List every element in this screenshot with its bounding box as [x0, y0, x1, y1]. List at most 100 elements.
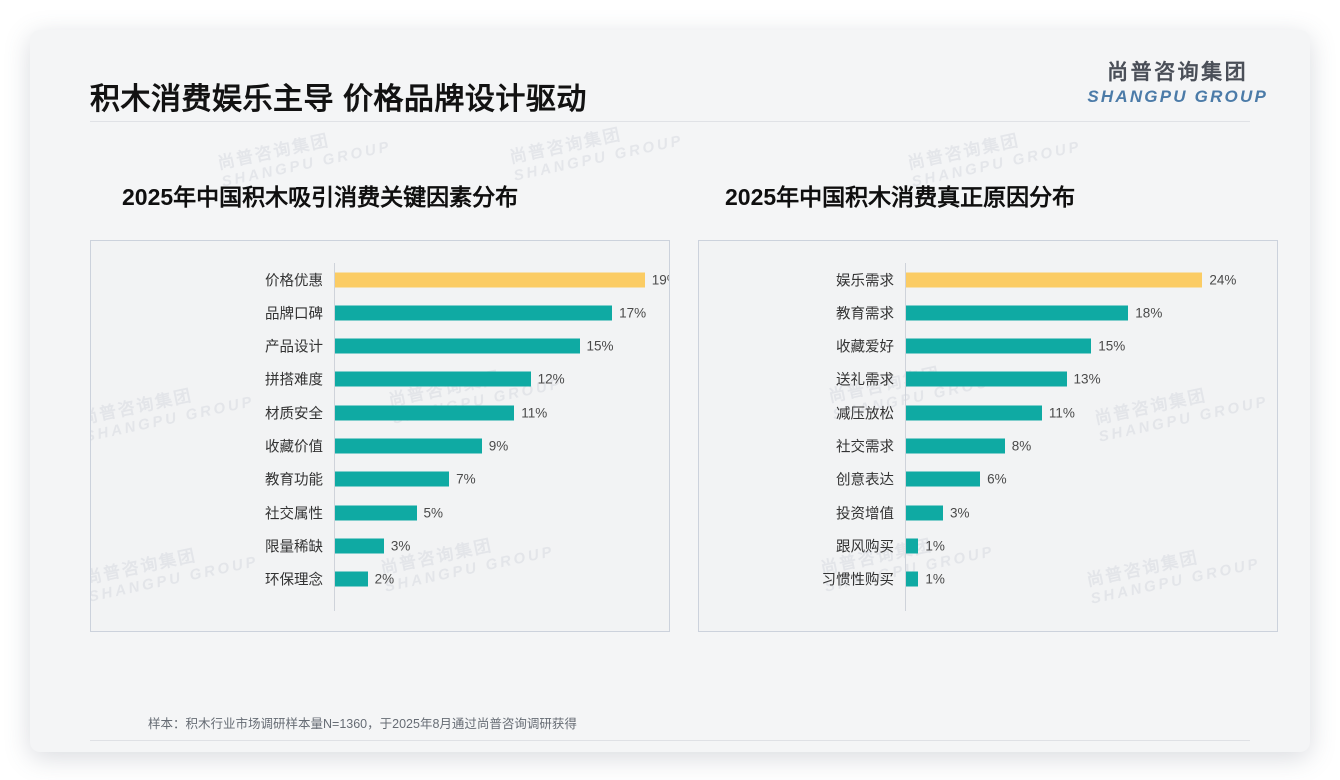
bar-value-label: 8% — [1011, 438, 1032, 454]
footer-divider — [90, 740, 1250, 741]
chart-panel-left: 尚普咨询集团 SHANGPU GROUP 尚普咨询集团 SHANGPU GROU… — [90, 122, 685, 682]
bar — [906, 438, 1005, 454]
bar-category-label: 创意表达 — [836, 472, 894, 489]
bar-category-label: 限量稀缺 — [265, 539, 323, 556]
bar-value-label: 24% — [1209, 272, 1237, 287]
bar — [906, 571, 919, 587]
chart-panel-right: 尚普咨询集团 SHANGPU GROUP 2025年中国积木消费真正原因分布 尚… — [698, 122, 1278, 682]
bar-value-label: 7% — [456, 471, 476, 487]
bar — [335, 338, 580, 354]
bar-value-label: 19% — [651, 272, 669, 287]
bar — [335, 305, 613, 321]
bar-value-label: 5% — [423, 505, 444, 521]
bar-category-label: 收藏爱好 — [836, 339, 894, 356]
bar-value-label: 1% — [925, 571, 945, 587]
bar-value-label: 3% — [950, 505, 970, 521]
bar-category-label: 品牌口碑 — [265, 306, 323, 323]
bar-category-label: 收藏价值 — [265, 439, 323, 456]
bar-category-label: 送礼需求 — [836, 372, 894, 389]
bar-row: 投资增值 3% — [699, 496, 1277, 529]
bar — [906, 371, 1067, 387]
bar-value-label: 15% — [586, 338, 614, 354]
chart-title-right: 2025年中国积木消费真正原因分布 — [725, 184, 1076, 210]
watermark: 尚普咨询集团 SHANGPU GROUP — [507, 124, 686, 185]
value-axis-line — [905, 263, 906, 611]
bar-value-label: 11% — [1048, 405, 1075, 421]
bar-row: 品牌口碑 17% — [91, 296, 669, 329]
bar-row: 产品设计 15% — [91, 330, 669, 363]
bar — [335, 571, 368, 587]
bar-row: 习惯性购买 1% — [699, 563, 1277, 596]
bar-row: 价格优惠 19% — [91, 263, 669, 296]
bar — [906, 471, 981, 487]
logo-english-text: SHANGPU GROUP — [1087, 87, 1268, 106]
bar-value-label: 9% — [488, 438, 509, 454]
bar-row: 限量稀缺 3% — [91, 529, 669, 562]
bar — [335, 272, 645, 287]
bar — [906, 338, 1092, 354]
bar-row: 材质安全 11% — [91, 396, 669, 429]
chart-title-left: 2025年中国积木吸引消费关键因素分布 — [122, 184, 519, 210]
bar-row: 教育需求 18% — [699, 296, 1277, 329]
bar-row: 收藏爱好 15% — [699, 330, 1277, 363]
bar-category-label: 环保理念 — [265, 572, 323, 589]
bar-category-label: 拼搭难度 — [265, 372, 323, 389]
bar — [335, 471, 450, 487]
bar-category-label: 跟风购买 — [836, 539, 894, 556]
header-divider — [90, 121, 1250, 122]
bar — [906, 272, 1203, 287]
bar-row: 娱乐需求 24% — [699, 263, 1277, 296]
bar-value-label: 17% — [619, 305, 647, 321]
bar-row: 环保理念 2% — [91, 563, 669, 596]
bar-category-label: 娱乐需求 — [836, 273, 894, 289]
bar-value-label: 15% — [1098, 338, 1126, 354]
bar — [335, 371, 531, 387]
bar-value-label: 13% — [1073, 371, 1101, 387]
plot-right: 娱乐需求 24% 教育需求 18% 收藏爱好 15% 送礼需求 13% 减压放松 11% 社交需求 8… — [699, 241, 1277, 631]
slide-header: 积木消费娱乐主导 价格品牌设计驱动 尚普咨询集团 SHANGPU GROUP — [30, 30, 1310, 122]
page-title: 积木消费娱乐主导 价格品牌设计驱动 — [90, 83, 587, 116]
bar-category-label: 教育需求 — [836, 306, 894, 323]
bar-value-label: 2% — [374, 571, 395, 587]
bar-row: 跟风购买 1% — [699, 529, 1277, 562]
bar-value-label: 18% — [1135, 305, 1163, 321]
bar-row: 减压放松 11% — [699, 396, 1277, 429]
bar-row: 拼搭难度 12% — [91, 363, 669, 396]
bar-value-label: 12% — [537, 371, 565, 387]
bar-category-label: 材质安全 — [265, 406, 323, 423]
bar-category-label: 习惯性购买 — [821, 572, 895, 589]
chart-box-right: 尚普咨询集团 SHANGPU GROUP 尚普咨询集团 SHANGPU GROU… — [698, 240, 1278, 632]
slide-footer: ©2025.10 SHANGPU GROUP www.shangpu-china… — [30, 740, 1310, 752]
bar-value-label: 3% — [390, 538, 411, 554]
bar-category-label: 社交需求 — [836, 439, 894, 456]
bar — [335, 438, 482, 454]
bar-row: 社交属性 5% — [91, 496, 669, 529]
brand-logo: 尚普咨询集团 SHANGPU GROUP — [1087, 62, 1268, 105]
sample-footnote: 样本：积木行业市场调研样本量N=1360，于2025年8月通过尚普咨询调研获得 — [148, 717, 577, 731]
bar-row: 教育功能 7% — [91, 463, 669, 496]
slide-card: 积木消费娱乐主导 价格品牌设计驱动 尚普咨询集团 SHANGPU GROUP 尚… — [30, 30, 1310, 752]
bar — [906, 505, 944, 521]
bar — [906, 538, 919, 554]
bar-category-label: 减压放松 — [836, 406, 894, 423]
bar-value-label: 1% — [925, 538, 945, 554]
bar — [335, 405, 515, 421]
bar-row: 创意表达 6% — [699, 463, 1277, 496]
bar-value-label: 11% — [521, 405, 548, 421]
charts-area: 尚普咨询集团 SHANGPU GROUP 尚普咨询集团 SHANGPU GROU… — [30, 122, 1310, 682]
bar-row: 收藏价值 9% — [91, 430, 669, 463]
chart-box-left: 尚普咨询集团 SHANGPU GROUP 尚普咨询集团 SHANGPU GROU… — [90, 240, 670, 632]
plot-left: 价格优惠 19% 品牌口碑 17% 产品设计 15% 拼搭难度 12% 材质安全 11% 收藏价值 9… — [91, 241, 669, 631]
bar-category-label: 投资增值 — [836, 506, 894, 523]
bar-row: 送礼需求 13% — [699, 363, 1277, 396]
bar-category-label: 价格优惠 — [265, 273, 323, 289]
bar-row: 社交需求 8% — [699, 430, 1277, 463]
logo-chinese-text: 尚普咨询集团 — [1107, 61, 1249, 84]
bar — [906, 305, 1129, 321]
bar — [335, 505, 417, 521]
bar — [335, 538, 384, 554]
bar-value-label: 6% — [987, 471, 1007, 487]
bar-category-label: 社交属性 — [265, 506, 323, 523]
bar-category-label: 产品设计 — [265, 339, 323, 356]
